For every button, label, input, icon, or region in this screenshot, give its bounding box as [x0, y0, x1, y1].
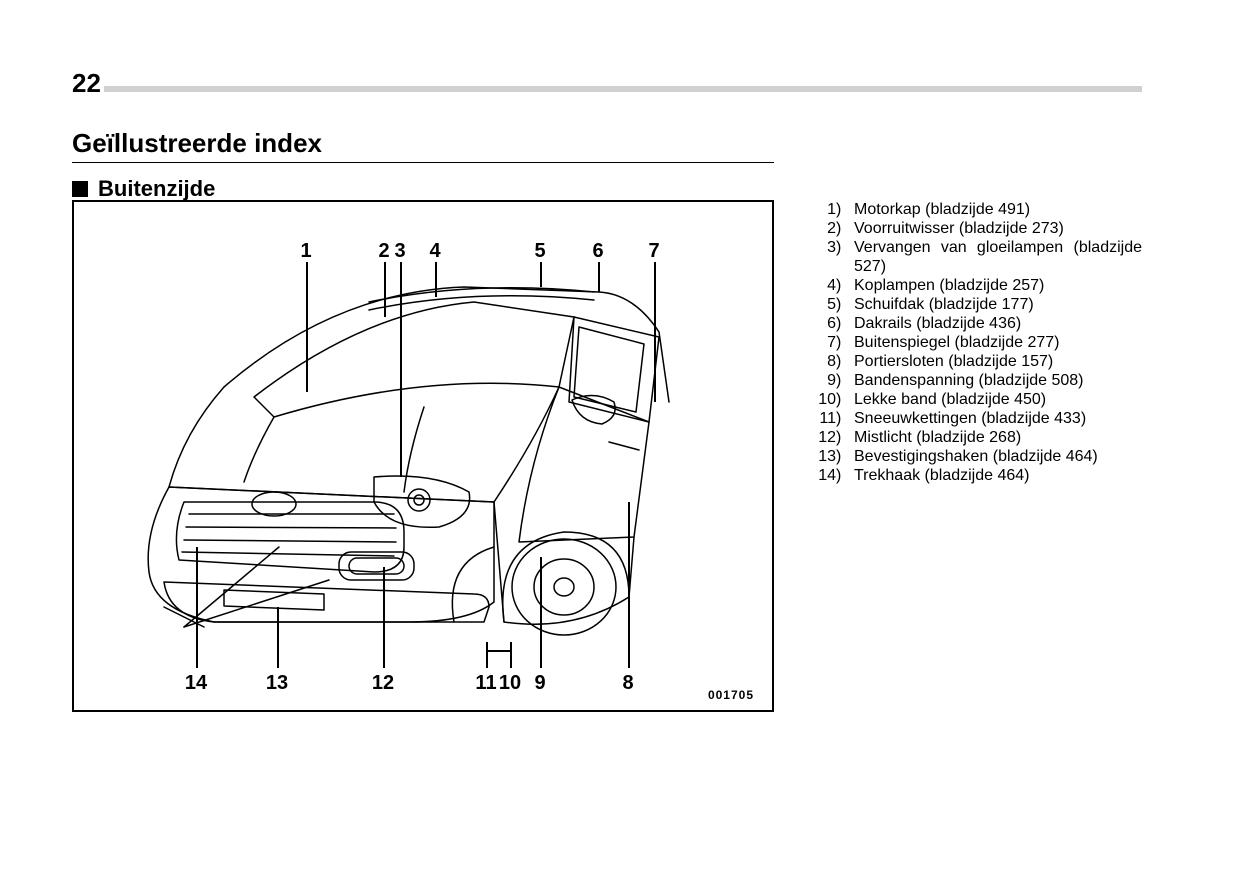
legend-text: Bandenspanning (bladzijde 508)	[842, 371, 1142, 390]
leader-line	[654, 262, 656, 402]
header-rule	[104, 86, 1142, 92]
callout-number: 6	[592, 240, 603, 263]
callout-number: 4	[429, 240, 440, 263]
legend-text: Vervangen van gloeilampen (bladzijde	[842, 238, 1142, 257]
legend-number: 11	[812, 409, 836, 428]
bracket-line	[486, 650, 510, 652]
legend-text: Sneeuwkettingen (bladzijde 433)	[842, 409, 1142, 428]
legend-text: Trekhaak (bladzijde 464)	[842, 466, 1142, 485]
callout-number: 7	[648, 240, 659, 263]
legend-item: 4)Koplampen (bladzijde 257)	[812, 276, 1142, 295]
leader-line	[628, 502, 630, 668]
leader-line	[383, 567, 385, 668]
leader-line	[540, 557, 542, 668]
legend-text: Koplampen (bladzijde 257)	[842, 276, 1142, 295]
subsection-heading: Buitenzijde	[72, 176, 215, 202]
legend-item: 8)Portiersloten (bladzijde 157)	[812, 352, 1142, 371]
callout-number: 13	[266, 672, 288, 695]
legend-item: 3)Vervangen van gloeilampen (bladzijde	[812, 238, 1142, 257]
leader-line	[277, 607, 279, 668]
legend-item: 11)Sneeuwkettingen (bladzijde 433)	[812, 409, 1142, 428]
title-underline	[72, 162, 774, 163]
legend-number: 3	[812, 238, 836, 257]
callout-number: 10	[499, 672, 521, 695]
legend-item: 12)Mistlicht (bladzijde 268)	[812, 428, 1142, 447]
callout-number: 12	[372, 672, 394, 695]
callout-number: 3	[394, 240, 405, 263]
legend-number: 2	[812, 219, 836, 238]
legend-number: 7	[812, 333, 836, 352]
legend-text: Dakrails (bladzijde 436)	[842, 314, 1142, 333]
leader-line	[435, 262, 437, 297]
legend-text: Lekke band (bladzijde 450)	[842, 390, 1142, 409]
vehicle-illustration	[74, 202, 772, 710]
section-title: Geïllustreerde index	[72, 128, 322, 159]
page-number: 22	[72, 68, 101, 99]
legend-item: 5)Schuifdak (bladzijde 177)	[812, 295, 1142, 314]
legend-number: 5	[812, 295, 836, 314]
leader-line	[196, 547, 198, 668]
legend-list: 1)Motorkap (bladzijde 491)2)Voorruitwiss…	[812, 200, 1142, 485]
callout-number: 9	[534, 672, 545, 695]
legend-text-cont: 527)	[812, 257, 1142, 276]
legend-item: 13)Bevestigingshaken (bladzijde 464)	[812, 447, 1142, 466]
leader-line	[540, 262, 542, 287]
callout-number: 8	[622, 672, 633, 695]
legend-number: 8	[812, 352, 836, 371]
legend-number: 14	[812, 466, 836, 485]
legend-number: 10	[812, 390, 836, 409]
legend-item: 14)Trekhaak (bladzijde 464)	[812, 466, 1142, 485]
legend-item: 2)Voorruitwisser (bladzijde 273)	[812, 219, 1142, 238]
legend-number: 6	[812, 314, 836, 333]
leader-line	[486, 642, 488, 668]
subsection-label: Buitenzijde	[98, 176, 215, 202]
callout-number: 14	[185, 672, 207, 695]
legend-number: 9	[812, 371, 836, 390]
leader-line	[306, 262, 308, 392]
legend-text: Buitenspiegel (bladzijde 277)	[842, 333, 1142, 352]
legend-number: 13	[812, 447, 836, 466]
leader-line	[384, 262, 386, 317]
callout-number: 1	[300, 240, 311, 263]
vehicle-exterior-figure: 1234567141312111098 001705	[72, 200, 774, 712]
legend-number: 12	[812, 428, 836, 447]
legend-item: 10)Lekke band (bladzijde 450)	[812, 390, 1142, 409]
legend-number: 4	[812, 276, 836, 295]
legend-item: 1)Motorkap (bladzijde 491)	[812, 200, 1142, 219]
legend-text: Schuifdak (bladzijde 177)	[842, 295, 1142, 314]
callout-number: 11	[475, 672, 496, 695]
leader-line	[510, 642, 512, 668]
callout-number: 5	[534, 240, 545, 263]
manual-page: 22 Geïllustreerde index Buitenzijde	[0, 0, 1241, 875]
legend-text: Bevestigingshaken (bladzijde 464)	[842, 447, 1142, 466]
figure-id: 001705	[708, 688, 754, 702]
legend-item: 7)Buitenspiegel (bladzijde 277)	[812, 333, 1142, 352]
legend-number: 1	[812, 200, 836, 219]
legend-item: 6)Dakrails (bladzijde 436)	[812, 314, 1142, 333]
legend-text: Motorkap (bladzijde 491)	[842, 200, 1142, 219]
leader-line	[400, 262, 402, 477]
legend-item: 9)Bandenspanning (bladzijde 508)	[812, 371, 1142, 390]
leader-line	[598, 262, 600, 292]
legend-text: Portiersloten (bladzijde 157)	[842, 352, 1142, 371]
callout-number: 2	[378, 240, 389, 263]
square-bullet-icon	[72, 181, 88, 197]
legend-text: Voorruitwisser (bladzijde 273)	[842, 219, 1142, 238]
legend-text: Mistlicht (bladzijde 268)	[842, 428, 1142, 447]
